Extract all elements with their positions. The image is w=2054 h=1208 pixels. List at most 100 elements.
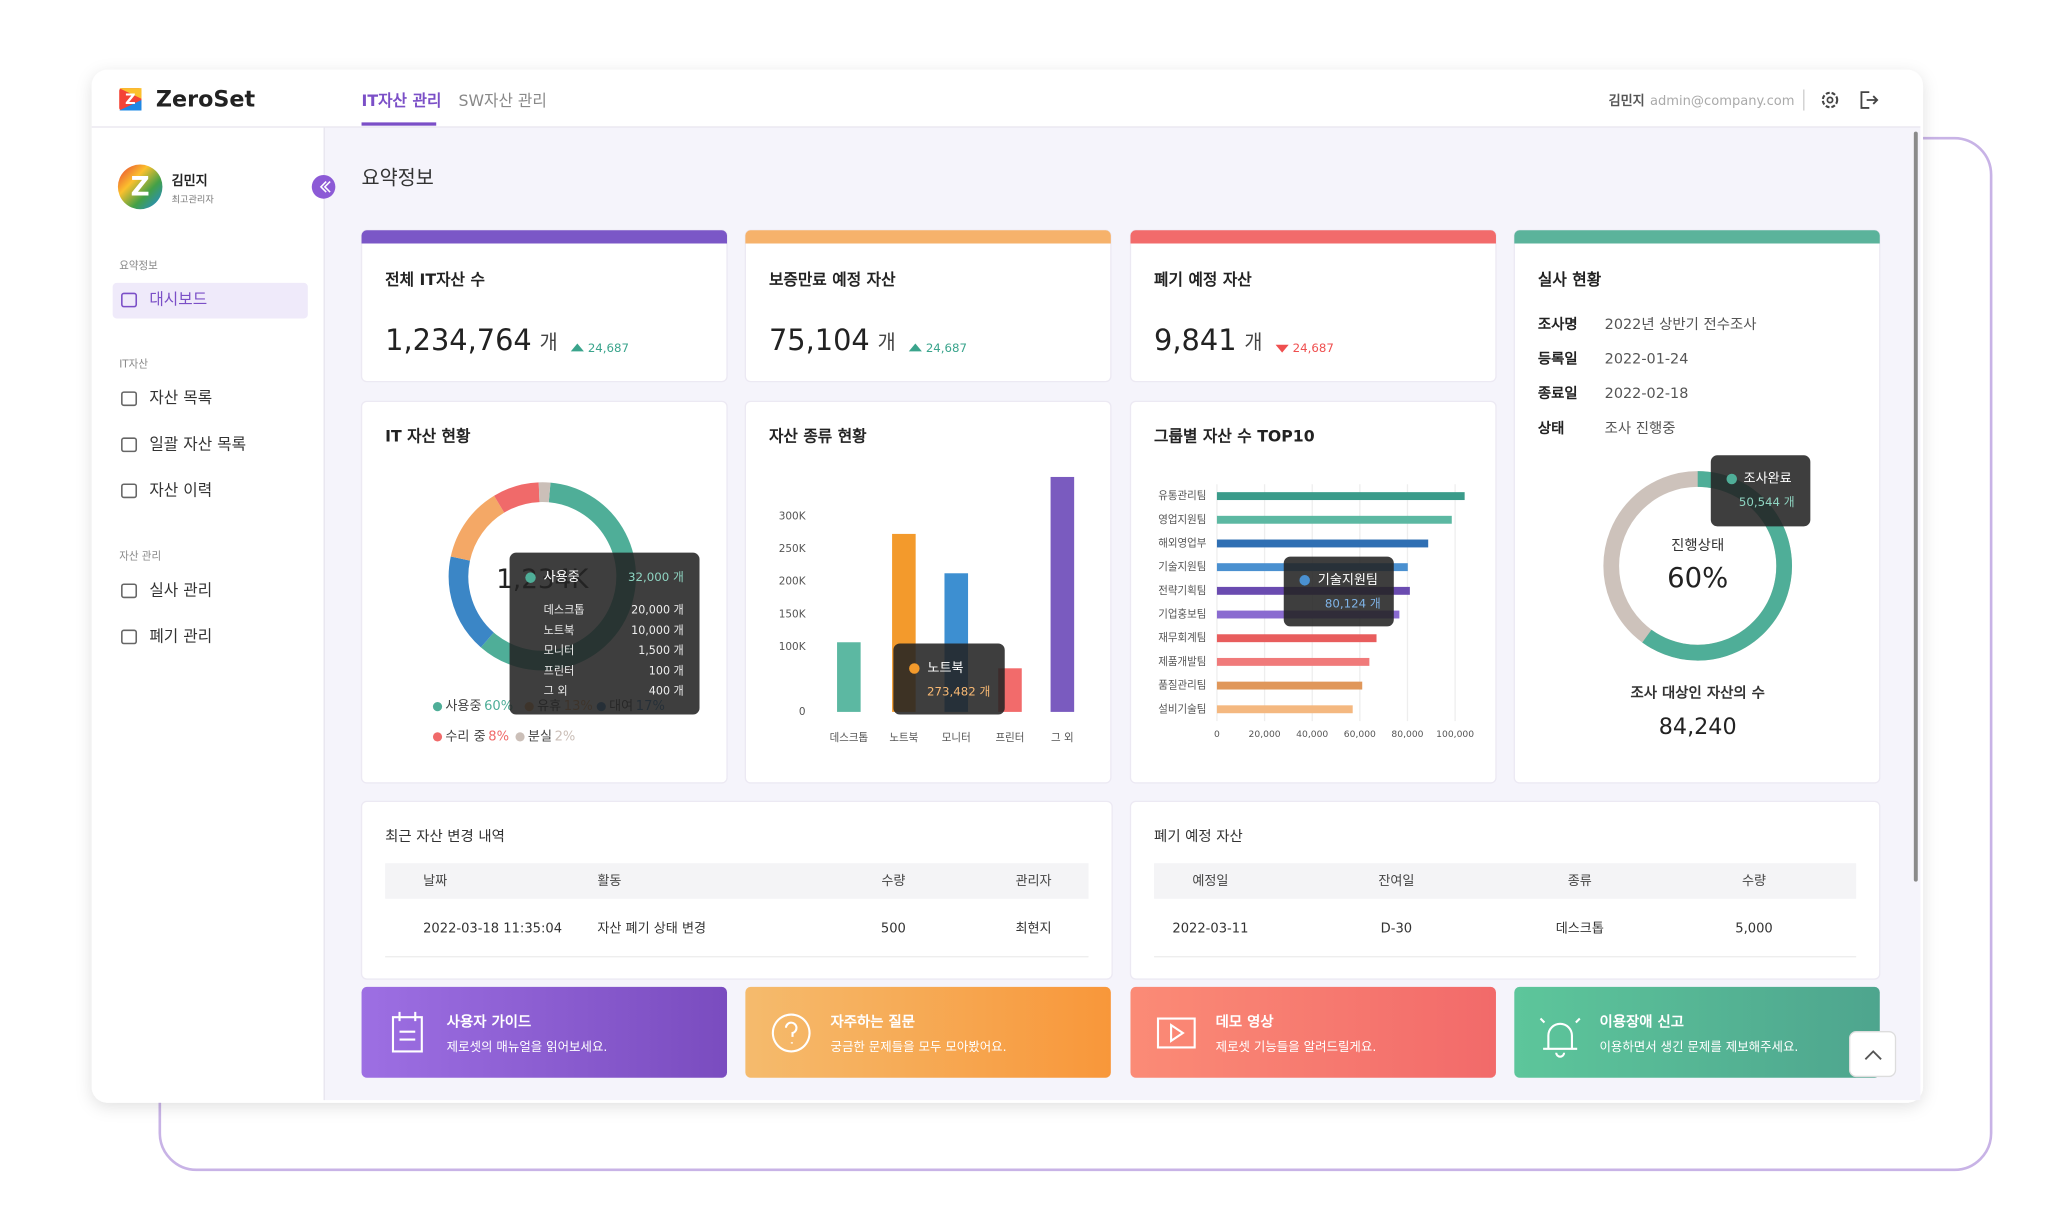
stat-change: 24,687 [588,341,629,355]
card-strip [1514,230,1880,244]
y-tick-label: 영업지원팀 [1158,513,1206,526]
x-tick-label: 프린터 [996,732,1025,744]
banner[interactable] [361,986,728,1078]
y-tick-label: 설비기술팀 [1158,703,1206,715]
table-cell: 500 [881,922,906,937]
banner[interactable] [1130,986,1496,1078]
card-strip [361,230,728,244]
table-header: 활동 [597,873,621,889]
banner-title: 자주하는 질문 [831,1012,916,1030]
banner-text: 제로셋의 매뉴얼을 읽어보세요. [447,1039,608,1054]
stat-unit: 개 [1244,331,1262,354]
bar [1216,515,1452,524]
stat-value: 75,104 [769,323,870,357]
banner-icon [1539,1017,1581,1058]
stat-value: 9,841 [1154,323,1236,357]
tooltip [1710,455,1811,527]
chart-title: 그룹별 자산 수 TOP10 [1154,426,1315,445]
banner-text: 궁금한 문제들을 모두 모아봤어요. [831,1039,1007,1054]
menu-item[interactable]: 일괄 자산 목록 [149,434,246,453]
table-header: 날짜 [423,873,447,889]
trend-icon [908,343,922,352]
menu-icon [121,483,138,499]
banner-title: 데모 영상 [1216,1012,1275,1030]
y-tick-label: 200K [779,576,807,588]
banner-title: 이용장애 신고 [1599,1012,1684,1030]
svg-text:Z: Z [125,92,135,108]
stat-title: 보증만료 예정 자산 [769,270,896,289]
menu-section: 자산 관리 [119,551,161,563]
scroll-top-button[interactable] [1848,1031,1897,1078]
tooltip-dot [1726,473,1737,485]
menu-icon [121,437,138,453]
y-tick-label: 100K [779,641,807,653]
y-tick-label: 재무회계팀 [1158,632,1206,644]
menu-item[interactable]: 자산 이력 [149,480,212,499]
table-cell: 데스크톱 [1556,921,1604,937]
tab[interactable]: SW자산 관리 [458,91,546,110]
table-header: 종류 [1568,874,1592,889]
bar [1216,539,1429,548]
menu-item[interactable]: 자산 목록 [149,388,212,407]
x-tick-label: 노트북 [889,732,918,744]
tab-underline [361,122,437,126]
tooltip-title: 사용중 [544,569,580,585]
x-tick-label: 60,000 [1344,729,1376,740]
stat-change: 24,687 [926,341,967,355]
field-label: 등록일 [1538,351,1578,368]
legend-dot [432,732,443,742]
tooltip [893,643,1005,715]
legend-value: 8% [488,729,509,744]
menu-item[interactable]: 폐기 관리 [149,626,212,645]
tooltip [509,552,700,715]
target-value: 84,240 [1659,714,1737,740]
table-title: 폐기 예정 자산 [1154,828,1243,845]
legend-dot [515,732,525,742]
field-value: 2022-02-18 [1605,386,1689,402]
table-cell: 5,000 [1735,922,1772,937]
menu-item[interactable]: 실사 관리 [149,580,212,599]
field-label: 종료일 [1538,385,1578,402]
tab[interactable]: IT자산 관리 [362,91,442,110]
bar [1216,492,1465,501]
legend-value: 2% [555,729,576,744]
y-tick-label: 전략기획팀 [1158,585,1206,597]
legend-label: 분실 [528,728,552,744]
card [744,229,1112,383]
tooltip-row-label: 데스크톱 [544,604,585,617]
tooltip-title: 조사완료 [1744,470,1792,486]
banner-title: 사용자 가이드 [447,1013,532,1030]
user-name: 김민지 [1609,92,1645,109]
stat-unit: 개 [540,331,558,354]
logo-icon: Z [119,88,142,111]
bar [1216,705,1353,714]
donut-segment [450,495,505,562]
field-value: 2022년 상반기 전수조사 [1605,316,1757,333]
tooltip-row-label: 프린터 [544,664,575,677]
table-cell: D-30 [1381,922,1412,937]
table-header: 수량 [881,873,905,889]
tooltip-dot [1299,575,1310,586]
settings-button[interactable] [1821,91,1839,109]
avatar-letter: Z [131,173,150,203]
tooltip-row-label: 그 외 [544,685,568,698]
card [360,229,728,383]
collapse-button[interactable] [311,175,336,199]
banner[interactable] [745,986,1111,1078]
table-header: 잔여일 [1378,873,1414,889]
logout-button[interactable] [1860,91,1879,109]
banner-icon [771,1013,811,1053]
donut-segment [494,482,540,513]
table-header-bg [385,863,1089,899]
donut-segment [448,556,495,648]
y-tick-label: 유통관리팀 [1158,490,1206,502]
menu-icon [121,391,138,407]
menu-item[interactable]: 대시보드 [149,290,207,309]
banner-icon [1156,1017,1196,1049]
trend-icon [1275,344,1289,353]
table-header: 관리자 [1015,873,1051,889]
x-tick-label: 데스크톱 [830,732,869,744]
banner[interactable] [1514,986,1880,1078]
x-tick-label: 80,000 [1391,729,1423,740]
